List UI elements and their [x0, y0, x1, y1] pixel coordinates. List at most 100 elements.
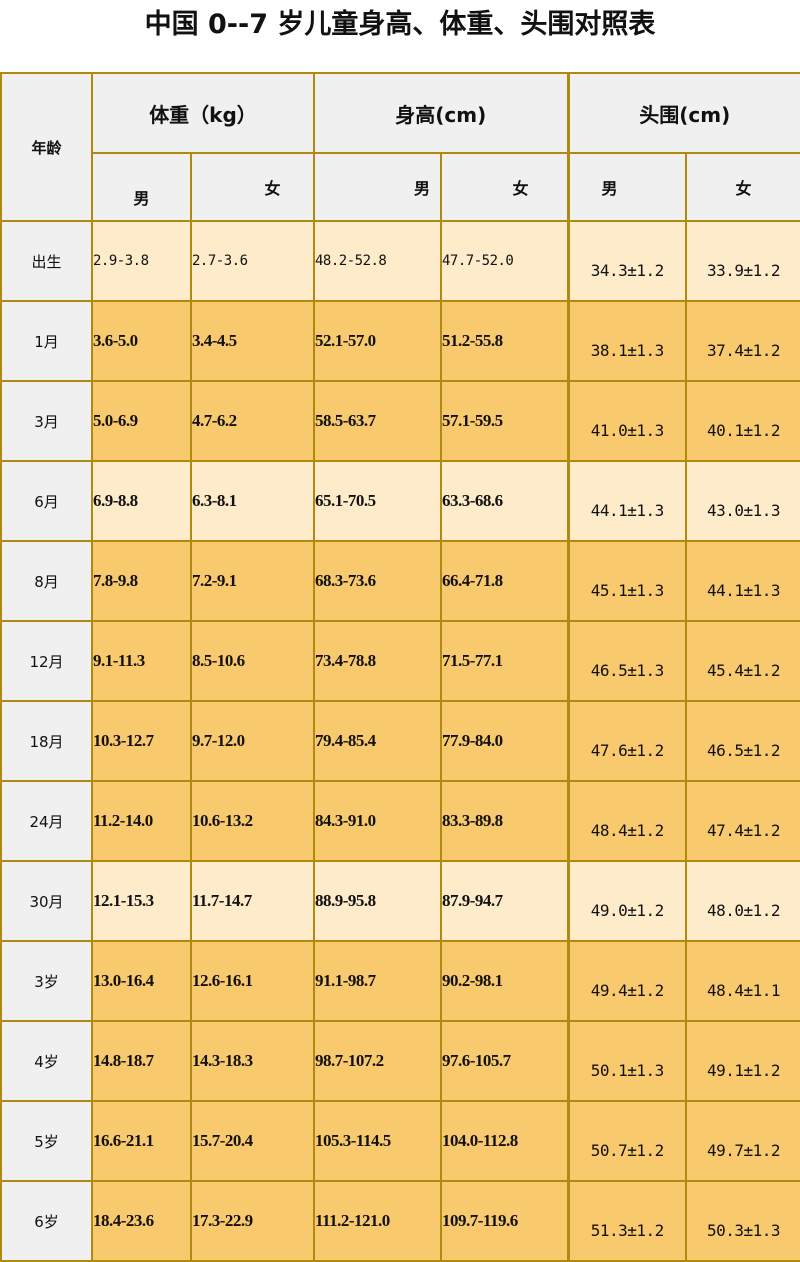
age-cell: 6岁: [0, 1180, 93, 1262]
age-cell: 8月: [0, 540, 93, 622]
h-m-cell: 73.4-78.8: [313, 620, 442, 702]
h-f-cell: 71.5-77.1: [439, 620, 570, 702]
hc-f-cell: 47.4±1.2: [685, 780, 800, 862]
h-m-cell: 79.4-85.4: [313, 700, 442, 782]
w-m-cell: 3.6-5.0: [91, 300, 192, 382]
h-f-cell: 63.3-68.6: [439, 460, 570, 542]
table-row: 出生 2.9-3.8 2.7-3.6 48.2-52.8 47.7-52.0 34.3±1…: [0, 220, 800, 302]
table-row: 5岁 16.6-21.1 15.7-20.4 105.3-114.5 104.0-112…: [0, 1100, 800, 1182]
table-row: 6月 6.9-8.8 6.3-8.1 65.1-70.5 63.3-68.6 44.1±1…: [0, 460, 800, 542]
hc-f-cell: 49.1±1.2: [685, 1020, 800, 1102]
growth-table: 年龄 体重（kg） 身高(cm) 头围(cm) 男 女 男 女 男 女 出生 2.…: [0, 72, 800, 1262]
age-cell: 6月: [0, 460, 93, 542]
hc-m-cell: 41.0±1.3: [566, 380, 688, 462]
hc-f-cell: 49.7±1.2: [685, 1100, 800, 1182]
h-f-cell: 51.2-55.8: [439, 300, 570, 382]
age-cell: 12月: [0, 620, 93, 702]
w-f-cell: 6.3-8.1: [190, 460, 315, 542]
w-m-cell: 9.1-11.3: [91, 620, 192, 702]
h-f-cell: 97.6-105.7: [439, 1020, 570, 1102]
table-row: 6岁 18.4-23.6 17.3-22.9 111.2-121.0 109.7-119…: [0, 1180, 800, 1262]
w-f-cell: 4.7-6.2: [190, 380, 315, 462]
table-row: 1月 3.6-5.0 3.4-4.5 52.1-57.0 51.2-55.8 38.1±1…: [0, 300, 800, 382]
w-m-cell: 12.1-15.3: [91, 860, 192, 942]
header-head-female: 女: [685, 152, 800, 222]
h-m-cell: 111.2-121.0: [313, 1180, 442, 1262]
w-m-cell: 14.8-18.7: [91, 1020, 192, 1102]
age-cell: 24月: [0, 780, 93, 862]
h-f-cell: 83.3-89.8: [439, 780, 570, 862]
h-f-cell: 109.7-119.6: [439, 1180, 570, 1262]
hc-f-cell: 45.4±1.2: [685, 620, 800, 702]
h-m-cell: 91.1-98.7: [313, 940, 442, 1022]
w-f-cell: 9.7-12.0: [190, 700, 315, 782]
age-cell: 4岁: [0, 1020, 93, 1102]
table-row: 24月 11.2-14.0 10.6-13.2 84.3-91.0 83.3-89.8 4…: [0, 780, 800, 862]
w-f-cell: 3.4-4.5: [190, 300, 315, 382]
age-cell: 3岁: [0, 940, 93, 1022]
hc-m-cell: 50.7±1.2: [566, 1100, 688, 1182]
table-row: 18月 10.3-12.7 9.7-12.0 79.4-85.4 77.9-84.0 47…: [0, 700, 800, 782]
table-row: 12月 9.1-11.3 8.5-10.6 73.4-78.8 71.5-77.1 46.…: [0, 620, 800, 702]
hc-f-cell: 37.4±1.2: [685, 300, 800, 382]
hc-m-cell: 47.6±1.2: [566, 700, 688, 782]
table-row: 3月 5.0-6.9 4.7-6.2 58.5-63.7 57.1-59.5 41.0±1…: [0, 380, 800, 462]
hc-m-cell: 50.1±1.3: [566, 1020, 688, 1102]
age-cell: 18月: [0, 700, 93, 782]
w-f-cell: 10.6-13.2: [190, 780, 315, 862]
h-m-cell: 84.3-91.0: [313, 780, 442, 862]
h-f-cell: 87.9-94.7: [439, 860, 570, 942]
hc-f-cell: 40.1±1.2: [685, 380, 800, 462]
w-f-cell: 14.3-18.3: [190, 1020, 315, 1102]
w-f-cell: 15.7-20.4: [190, 1100, 315, 1182]
w-m-cell: 6.9-8.8: [91, 460, 192, 542]
header-head-male: 男: [566, 152, 688, 222]
w-m-cell: 7.8-9.8: [91, 540, 192, 622]
h-m-cell: 68.3-73.6: [313, 540, 442, 622]
w-m-cell: 2.9-3.8: [91, 220, 192, 302]
header-height-female: 女: [439, 152, 570, 222]
table-row: 8月 7.8-9.8 7.2-9.1 68.3-73.6 66.4-71.8 45.1±1…: [0, 540, 800, 622]
hc-m-cell: 44.1±1.3: [566, 460, 688, 542]
hc-m-cell: 49.0±1.2: [566, 860, 688, 942]
age-cell: 1月: [0, 300, 93, 382]
h-f-cell: 90.2-98.1: [439, 940, 570, 1022]
hc-f-cell: 44.1±1.3: [685, 540, 800, 622]
table-row: 3岁 13.0-16.4 12.6-16.1 91.1-98.7 90.2-98.1 49…: [0, 940, 800, 1022]
w-f-cell: 17.3-22.9: [190, 1180, 315, 1262]
h-f-cell: 104.0-112.8: [439, 1100, 570, 1182]
age-cell: 30月: [0, 860, 93, 942]
hc-m-cell: 34.3±1.2: [566, 220, 688, 302]
w-m-cell: 18.4-23.6: [91, 1180, 192, 1262]
w-m-cell: 16.6-21.1: [91, 1100, 192, 1182]
table-row: 30月 12.1-15.3 11.7-14.7 88.9-95.8 87.9-94.7 4…: [0, 860, 800, 942]
w-f-cell: 2.7-3.6: [190, 220, 315, 302]
hc-m-cell: 48.4±1.2: [566, 780, 688, 862]
hc-m-cell: 51.3±1.2: [566, 1180, 688, 1262]
hc-m-cell: 46.5±1.3: [566, 620, 688, 702]
age-cell: 出生: [0, 220, 93, 302]
hc-f-cell: 46.5±1.2: [685, 700, 800, 782]
hc-m-cell: 45.1±1.3: [566, 540, 688, 622]
w-f-cell: 12.6-16.1: [190, 940, 315, 1022]
hc-f-cell: 50.3±1.3: [685, 1180, 800, 1262]
header-weight-male: 男: [91, 152, 192, 222]
hc-f-cell: 48.4±1.1: [685, 940, 800, 1022]
hc-f-cell: 48.0±1.2: [685, 860, 800, 942]
hc-f-cell: 33.9±1.2: [685, 220, 800, 302]
h-m-cell: 58.5-63.7: [313, 380, 442, 462]
header-weight: 体重（kg）: [91, 72, 315, 154]
w-m-cell: 10.3-12.7: [91, 700, 192, 782]
h-f-cell: 66.4-71.8: [439, 540, 570, 622]
h-m-cell: 88.9-95.8: [313, 860, 442, 942]
w-f-cell: 8.5-10.6: [190, 620, 315, 702]
w-f-cell: 7.2-9.1: [190, 540, 315, 622]
age-cell: 3月: [0, 380, 93, 462]
table-row: 4岁 14.8-18.7 14.3-18.3 98.7-107.2 97.6-105.7…: [0, 1020, 800, 1102]
header-weight-female: 女: [190, 152, 315, 222]
header-height-male: 男: [313, 152, 442, 222]
header-height: 身高(cm): [312, 72, 570, 154]
hc-f-cell: 43.0±1.3: [685, 460, 800, 542]
w-m-cell: 11.2-14.0: [91, 780, 192, 862]
hc-m-cell: 38.1±1.3: [566, 300, 688, 382]
